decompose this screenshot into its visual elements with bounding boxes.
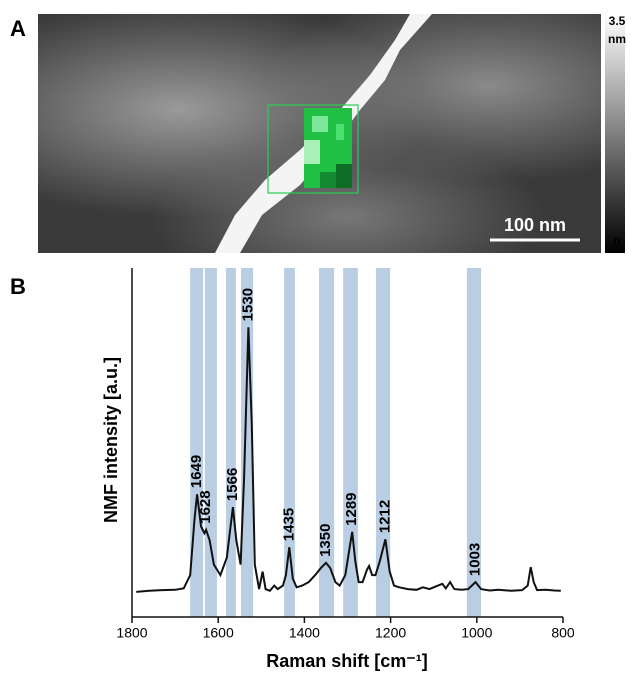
peak-band [466, 268, 482, 617]
peak-label: 1212 [376, 500, 393, 533]
x-tick-label: 1400 [289, 625, 320, 641]
peak-band [284, 268, 295, 617]
panel-label: A [10, 16, 26, 41]
x-tick-label: 1800 [116, 625, 147, 641]
panel-label: B [10, 274, 26, 299]
afm-image [38, 14, 625, 253]
x-tick-label: 800 [551, 625, 575, 641]
scale-bar-label: 100 nm [504, 215, 566, 235]
peak-label: 1435 [280, 508, 297, 541]
x-tick-label: 1200 [375, 625, 406, 641]
spectrum-line [136, 327, 561, 593]
peak-band [225, 268, 236, 617]
peak-band [375, 268, 391, 617]
colorbar-unit: nm [608, 32, 626, 46]
y-axis-label: NMF intensity [a.u.] [101, 357, 121, 523]
colorbar-tick-label: 3.5 [609, 14, 626, 28]
peak-label: 1289 [343, 492, 360, 525]
peak-label: 1566 [224, 468, 241, 501]
x-tick-label: 1600 [203, 625, 234, 641]
peak-band [343, 268, 358, 617]
peak-label: 1350 [317, 524, 334, 557]
peak-band [204, 268, 217, 617]
peak-band [319, 268, 335, 617]
peak-label: 1530 [239, 288, 256, 321]
peak-label: 1003 [466, 543, 483, 576]
colorbar-tick-label: 0 [614, 235, 621, 249]
x-axis-label: Raman shift [cm⁻¹] [266, 651, 428, 671]
peak-label: 1628 [197, 490, 214, 523]
peak-band [190, 268, 204, 617]
peak-label: 1649 [188, 455, 205, 488]
x-tick-label: 1000 [461, 625, 492, 641]
